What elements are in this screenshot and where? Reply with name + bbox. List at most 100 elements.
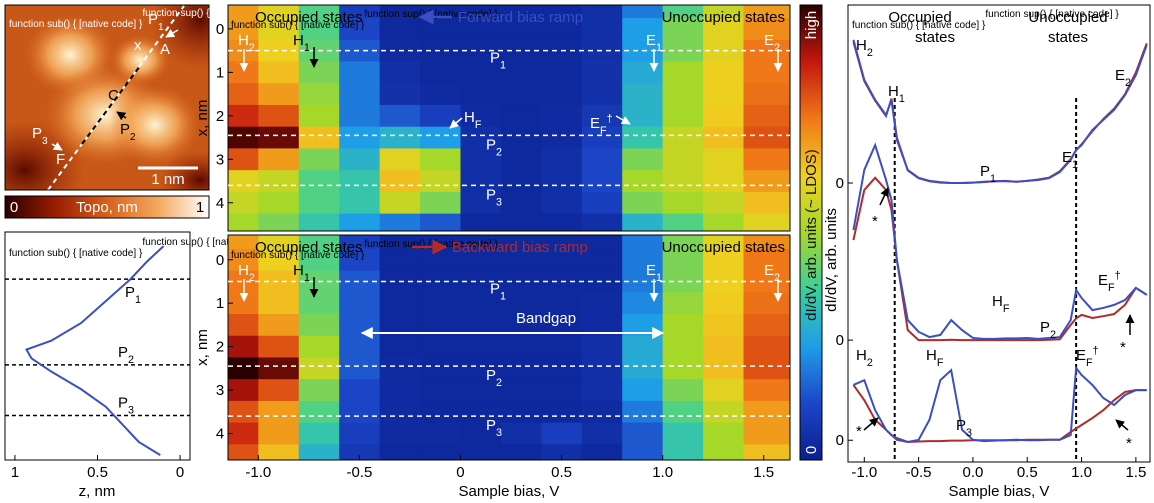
label-sub: 2 [774,42,780,54]
heatmap-cell [743,191,790,215]
heatmap-cell [662,400,704,424]
heatmap-cell [662,422,704,445]
y-tick-label: 3 [216,151,224,168]
annotation: function sub() { [native code] }function… [9,237,276,259]
label-text: A [160,41,170,58]
heatmap-cell [420,357,462,380]
heatmap-cell [379,5,421,19]
heatmap-cell [500,148,542,171]
heatmap-cell [379,148,421,171]
heatmap-cell [622,83,664,106]
heatmap-cell [258,444,300,460]
heatmap-cell [460,5,502,19]
heatmap-cell [743,235,790,250]
heatmap-cell [228,235,259,250]
arrow [51,141,63,151]
heatmap-cell [420,213,462,231]
spectrum-line [852,41,1148,185]
heatmap-cell [379,422,421,445]
heatmap-cell [500,422,542,445]
heatmap-cell [622,248,664,272]
x-tick-label: 1.5 [1125,464,1146,481]
label-text: E [590,115,600,132]
heatmap-cell [258,314,300,337]
heatmap-cell [703,83,745,106]
heatmap-cell [228,335,259,359]
heatmap-cell [581,5,623,19]
heatmap-cell [420,83,462,106]
label-text: P [125,284,135,301]
heatmap-cell [379,357,421,380]
label-text: * [872,213,878,230]
heatmap-cell [703,213,745,231]
heatmap-cell [379,335,421,359]
heatmap-cell [339,213,381,231]
label-sup: † [1093,345,1099,357]
arrow [615,115,631,125]
heatmap-cell [581,148,623,171]
state-label: Unoccupied states [662,9,785,26]
heatmap-cell [379,191,421,215]
heatmap-cell [541,248,583,272]
label-text: P [118,344,128,361]
heatmap-cell [420,335,462,359]
heatmap-cell [743,5,790,19]
heatmap-cell [703,314,745,337]
heatmap [228,235,790,460]
heatmap-cell [541,292,583,315]
heatmap-cell [581,39,623,63]
annotation: H1 [293,32,310,54]
label-sub: 2 [249,272,255,284]
heatmap-cell [258,270,300,293]
label-sub: 2 [1050,329,1056,341]
heatmap-cell [622,357,664,380]
annotation: C [108,87,119,104]
heatmap-cell [379,248,421,272]
heatmap-cell [228,248,259,272]
heatmap-cell [541,444,583,460]
heatmap-cell [339,148,381,171]
heatmap-cell [500,270,542,293]
label-text: P [1040,319,1050,336]
colorbar-tick-label: 0 [803,446,820,454]
heatmap-cell [339,379,381,402]
heatmap-cell [339,39,381,63]
heatmap-cell [703,335,745,359]
heatmap-cell [258,213,300,231]
heatmap-cell [339,357,381,380]
label-text: E [1098,272,1108,289]
heatmap-cell [460,18,502,41]
heatmap-cell [228,357,259,380]
y-tick-label: 0 [836,175,844,192]
heatmap-cell [662,170,704,193]
label-text: H [464,109,475,126]
heatmap-cell [339,191,381,215]
label-sub: 2 [128,354,134,366]
arrow [879,187,889,206]
label-text: E [764,32,774,49]
heatmap-cell [622,126,664,150]
heatmap-cell [500,126,542,150]
heatmap-cell [339,400,381,424]
heatmap-cell [379,379,421,402]
heatmap-cell [581,357,623,380]
y-tick-label: 2 [216,108,224,125]
heatmap-cell [460,422,502,445]
label-sub: 2 [496,146,502,158]
heatmap-cell [228,170,259,193]
heatmap-cell [500,5,542,19]
label-sub: 1 [1072,159,1078,171]
heatmap-cell [258,335,300,359]
profile-line [81,65,141,145]
spectrum-line [853,365,1147,443]
heatmap-cell [581,270,623,293]
heatmap-cell [581,292,623,315]
heatmap-cell [541,18,583,41]
x-tick-label: 0.5 [87,464,108,481]
colorbar-tick-label: 0 [10,199,18,216]
heatmap-cell [581,213,623,231]
heatmap-cell [258,248,300,272]
heatmap-cell [379,83,421,106]
y-axis-label: dI/dV, arb. units [823,208,840,312]
x-axis-label: z, nm [79,483,116,500]
